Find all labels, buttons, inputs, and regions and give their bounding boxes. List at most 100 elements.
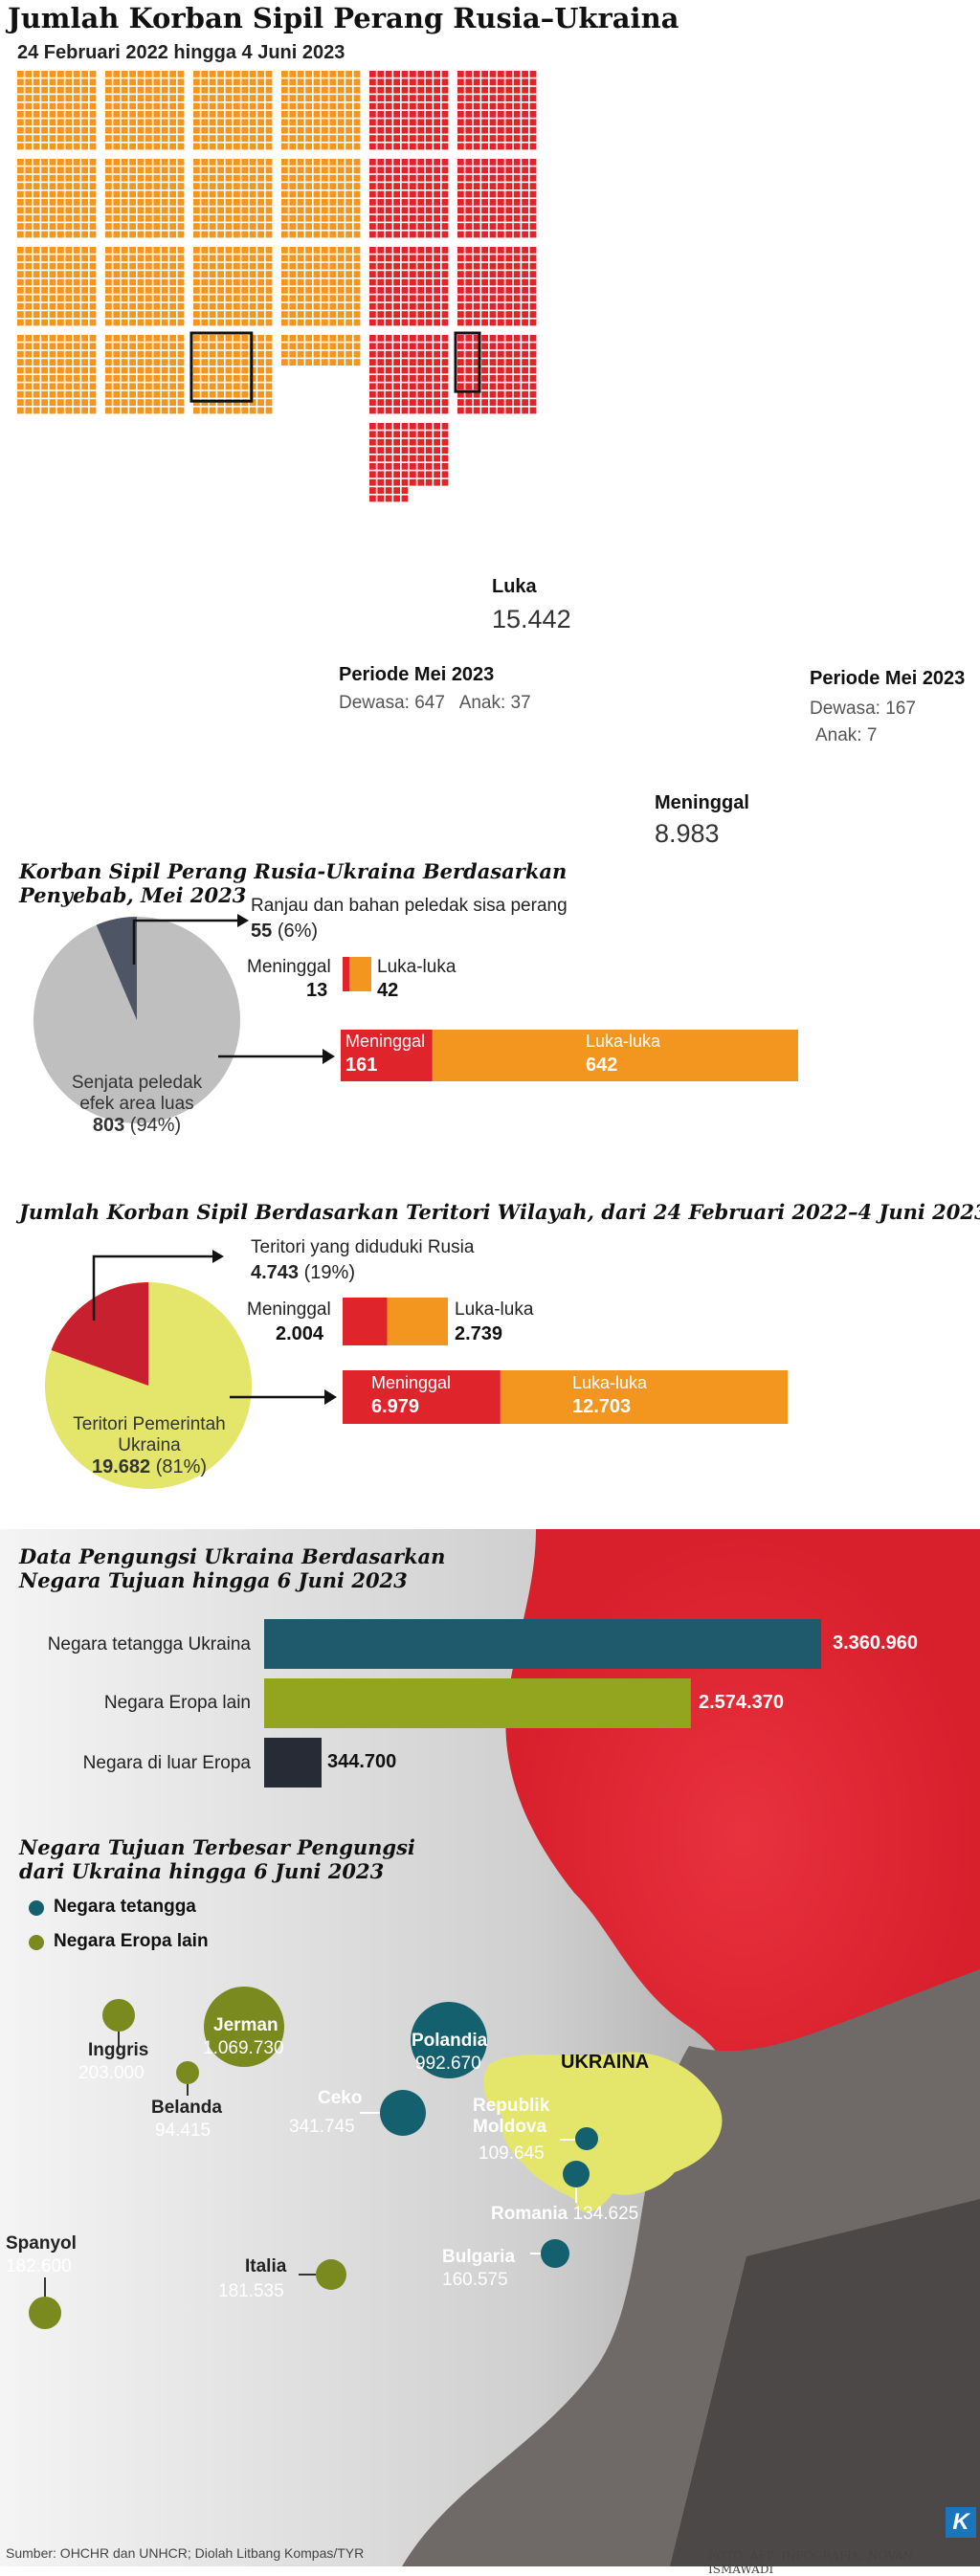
waffle-cell [385, 287, 392, 294]
waffle-cell [137, 167, 145, 174]
waffle-cell [498, 383, 504, 390]
waffle-cell [121, 390, 128, 398]
waffle-cell [153, 407, 161, 414]
waffle-cell [225, 335, 233, 342]
waffle-cell [41, 167, 48, 174]
waffle-cell [201, 343, 209, 350]
waffle-cell [169, 71, 176, 78]
waffle-cell [473, 359, 480, 366]
waffle-cell [17, 119, 24, 126]
waffle-cell [177, 174, 185, 182]
waffle-cell [105, 126, 112, 134]
waffle-cell [473, 407, 480, 414]
waffle-cell [73, 247, 80, 254]
waffle-cell [257, 255, 264, 262]
waffle-cell [377, 71, 385, 78]
waffle-cell [297, 271, 304, 278]
waffle-cell [281, 199, 288, 206]
waffle-cell [234, 319, 240, 326]
waffle-cell [65, 207, 73, 214]
waffle-cell [481, 231, 488, 238]
waffle-cell [257, 143, 264, 150]
waffle-cell [89, 375, 97, 382]
waffle-cell [305, 111, 312, 118]
waffle-cell [473, 247, 480, 254]
waffle-cell [505, 207, 513, 214]
waffle-cell [153, 311, 161, 318]
waffle-cell [234, 223, 240, 230]
waffle-cell [129, 335, 136, 342]
waffle-cell [281, 295, 288, 302]
waffle-cell [17, 167, 24, 174]
waffle-cell [377, 495, 385, 502]
waffle-cell [481, 135, 488, 142]
waffle-cell [369, 95, 376, 101]
waffle-cell [65, 295, 73, 302]
waffle-cell [217, 167, 224, 174]
waffle-cell [281, 262, 288, 270]
waffle-cell [369, 214, 376, 222]
waffle-cell [249, 247, 256, 254]
waffle-cell [129, 86, 136, 94]
waffle-cell [234, 78, 240, 86]
waffle-cell [17, 78, 24, 86]
waffle-cell [465, 278, 473, 286]
waffle-cell [129, 407, 136, 414]
territory-pie-small-slice [51, 1282, 148, 1386]
waffle-cell [473, 102, 480, 110]
waffle-cell [249, 287, 256, 294]
waffle-cell [434, 199, 440, 206]
waffle-cell [369, 199, 376, 206]
waffle-cell [345, 343, 352, 350]
territory-large-meninggal-label: Meninggal [371, 1373, 452, 1392]
waffle-cell [41, 278, 48, 286]
waffle-cell [73, 335, 80, 342]
waffle-cell [217, 295, 224, 302]
waffle-cell [89, 214, 97, 222]
waffle-cell [33, 119, 40, 126]
waffle-cell [89, 183, 97, 189]
ukraine-shape [483, 2052, 723, 2212]
waffle-cell [505, 319, 513, 326]
waffle-cell [289, 159, 297, 166]
waffle-cell [457, 399, 464, 406]
waffle-cell [201, 223, 209, 230]
waffle-cell [265, 247, 273, 254]
waffle-cell [217, 247, 224, 254]
waffle-cell [241, 190, 249, 198]
waffle-cell [17, 271, 24, 278]
waffle-cell [145, 190, 152, 198]
waffle-cell [217, 350, 224, 358]
waffle-cell [81, 335, 88, 342]
waffle-cell [33, 167, 40, 174]
waffle-cell [17, 223, 24, 230]
waffle-cell [369, 463, 376, 470]
waffle-cell [377, 375, 385, 382]
waffle-cell [529, 86, 537, 94]
waffle-cell [385, 359, 392, 366]
waffle-cell [137, 71, 145, 78]
waffle-cell [73, 278, 80, 286]
waffle-cell [393, 86, 400, 94]
waffle-cell [25, 343, 33, 350]
waffle-cell [73, 311, 80, 318]
waffle-cell [522, 247, 528, 254]
waffle-cell [417, 287, 425, 294]
waffle-cell [145, 359, 152, 366]
waffle-cell [313, 71, 321, 78]
waffle-cell [393, 366, 400, 374]
waffle-cell [393, 183, 400, 189]
waffle-cell [410, 190, 416, 198]
waffle-cell [17, 262, 24, 270]
waffle-cell [522, 287, 528, 294]
waffle-cell [305, 95, 312, 101]
waffle-cell [337, 271, 345, 278]
territory-large-meninggal-value: 6.979 [371, 1396, 420, 1417]
jerman-value: 1.069.730 [203, 2038, 284, 2058]
waffle-cell [465, 190, 473, 198]
waffle-cell [113, 126, 121, 134]
cause-large-label-line2: efek area luas [79, 1094, 194, 1114]
waffle-cell [529, 350, 537, 358]
waffle-cell [401, 86, 409, 94]
waffle-cell [145, 223, 152, 230]
